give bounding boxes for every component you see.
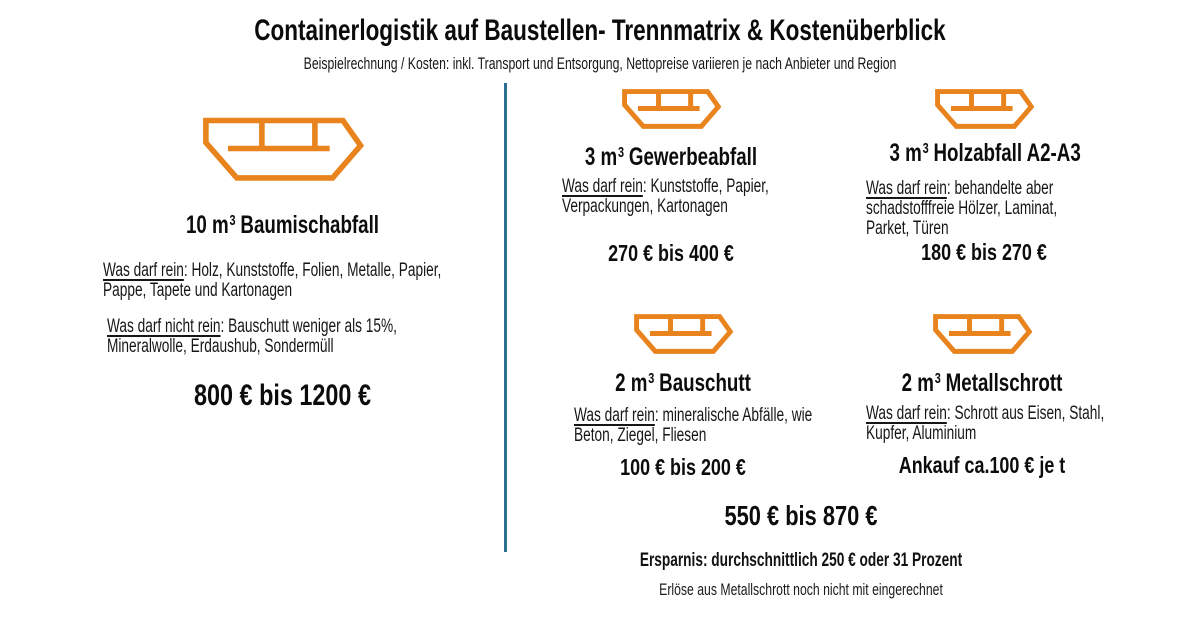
not-allowed-rule: Was darf nicht rein: Bauschutt weniger a…	[107, 317, 467, 357]
summary-note: Erlöse aus Metallschrott noch nicht mit …	[659, 580, 943, 599]
page-title: Containerlogistik auf Baustellen- Trennm…	[254, 14, 946, 47]
volume: 10 m	[185, 211, 229, 239]
allowed-rule: Was darf rein: Kunststoffe, Papier, Verp…	[562, 177, 836, 217]
price-range: Ankauf ca.100 € je t	[898, 452, 1066, 478]
price-range: 180 € bis 270 €	[921, 239, 1047, 265]
waste-type: Bauschutt	[659, 369, 751, 397]
volume-exponent: 3	[229, 213, 236, 230]
card-title: 3 m3 Holzabfall A2-A3	[889, 139, 1081, 171]
skip-container-icon	[564, 312, 802, 355]
waste-type: Metallschrott	[945, 369, 1063, 397]
skip-container-icon	[858, 87, 1110, 130]
card-title: 2 m3 Metallschrott	[888, 369, 1077, 401]
allowed-rule: Was darf rein: Holz, Kunststoffe, Folien…	[103, 261, 470, 301]
allowed-rule: Was darf rein: Schrott aus Eisen, Stahl,…	[866, 404, 1111, 444]
allowed-label: Was darf rein	[866, 403, 947, 424]
allowed-label: Was darf rein	[574, 405, 655, 426]
waste-type: Holzabfall A2-A3	[933, 139, 1081, 167]
card-title: 3 m3 Gewerbeabfall	[582, 143, 761, 175]
allowed-label: Was darf rein	[866, 178, 947, 199]
vertical-divider	[504, 83, 507, 552]
not-allowed-label: Was darf nicht rein	[107, 316, 221, 337]
volume-exponent: 3	[617, 145, 625, 162]
allowed-label: Was darf rein	[103, 260, 184, 281]
card-metallschrott: 2 m3 Metallschrott Was darf rein: Schrott…	[856, 312, 1108, 492]
waste-type: Gewerbeabfall	[628, 143, 758, 171]
allowed-text: : Holz, Kunststoffe, Folien, Metalle, Pa…	[103, 260, 442, 301]
allowed-label: Was darf rein	[562, 176, 643, 197]
card-title: 2 m3 Bauschutt	[594, 369, 773, 401]
card-bauschutt: 2 m3 Bauschutt Was darf rein: mineralisch…	[564, 312, 812, 492]
volume-exponent: 3	[934, 371, 941, 388]
summary-total-price: 550 € bis 870 €	[724, 500, 878, 531]
card-holzabfall: 3 m3 Holzabfall A2-A3 Was darf rein: beha…	[858, 87, 1110, 287]
waste-type: Baumischabfall	[240, 211, 380, 239]
header: Containerlogistik auf Baustellen- Trennm…	[0, 14, 1200, 73]
allowed-rule: Was darf rein: mineralische Abfälle, wie…	[574, 406, 817, 446]
volume: 3 m	[889, 139, 922, 167]
skip-container-icon	[85, 113, 480, 184]
not-allowed-text: : Bauschutt weniger als 15%, Mineralwoll…	[107, 316, 397, 357]
allowed-text: : mineralische Abfälle, wie Beton, Ziege…	[574, 405, 813, 446]
skip-container-icon	[856, 312, 1108, 355]
card-gewerbeabfall: 3 m3 Gewerbeabfall Was darf rein: Kunstst…	[552, 87, 790, 287]
volume: 3 m	[584, 143, 618, 171]
card-title: 10 m3 Baumischabfall	[134, 211, 430, 243]
skip-container-icon	[552, 87, 790, 130]
allowed-rule: Was darf rein: behandelte aber schadstof…	[866, 179, 1104, 239]
volume: 2 m	[901, 369, 934, 397]
allowed-text: : Schrott aus Eisen, Stahl, Kupfer, Alum…	[866, 403, 1105, 444]
allowed-text: : Kunststoffe, Papier, Verpackungen, Kar…	[562, 176, 769, 217]
price-range: 100 € bis 200 €	[620, 454, 746, 480]
card-baumischabfall: 10 m3 Baumischabfall Was darf rein: Holz,…	[85, 113, 480, 433]
allowed-text: : behandelte aber schadstofffreie Hölzer…	[866, 178, 1058, 239]
volume-exponent: 3	[922, 141, 929, 158]
volume: 2 m	[615, 369, 648, 397]
volume-exponent: 3	[648, 371, 655, 388]
page-subtitle: Beispielrechnung / Kosten: inkl. Transpo…	[303, 54, 897, 73]
price-range: 270 € bis 400 €	[608, 240, 734, 266]
summary-savings: Ersparnis: durchschnittlich 250 € oder 3…	[639, 550, 963, 571]
price-range: 800 € bis 1200 €	[194, 379, 371, 412]
